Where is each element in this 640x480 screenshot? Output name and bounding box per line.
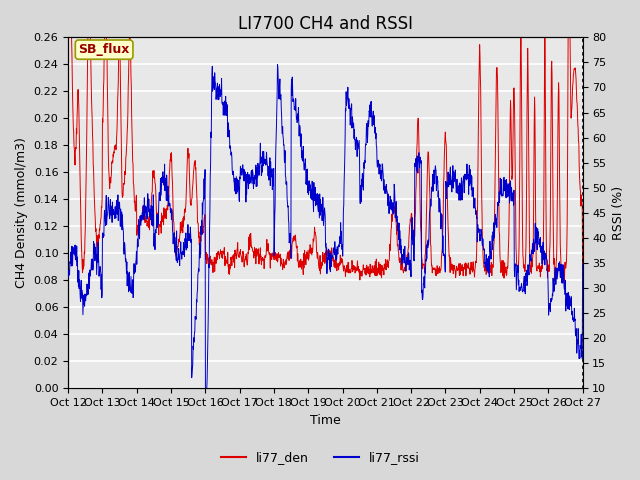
Legend: li77_den, li77_rssi: li77_den, li77_rssi (216, 446, 424, 469)
Y-axis label: CH4 Density (mmol/m3): CH4 Density (mmol/m3) (15, 137, 28, 288)
Title: LI7700 CH4 and RSSI: LI7700 CH4 and RSSI (238, 15, 413, 33)
Text: SB_flux: SB_flux (79, 43, 130, 56)
X-axis label: Time: Time (310, 414, 340, 427)
Y-axis label: RSSI (%): RSSI (%) (612, 186, 625, 240)
